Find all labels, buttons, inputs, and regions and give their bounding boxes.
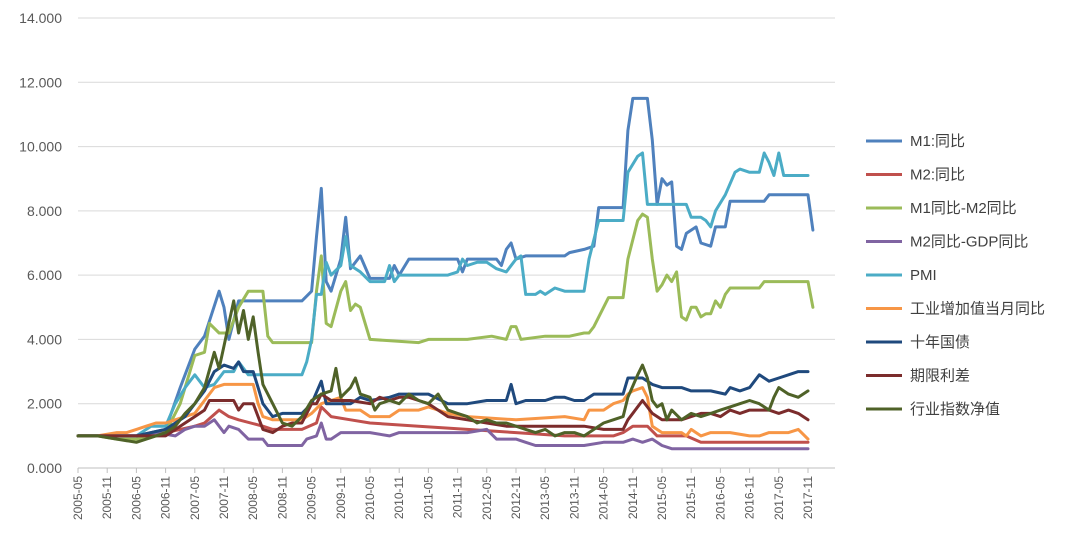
legend-label: 工业增加值当月同比 [910,301,1045,318]
x-tick-label: 2013-05 [538,476,552,520]
x-tick-label: 2015-05 [655,476,669,520]
x-tick-label: 2006-05 [129,476,143,520]
x-tick-label: 2014-05 [597,476,611,520]
legend-label: 十年国债 [910,334,970,351]
x-tick-label: 2016-11 [743,476,757,519]
series-lines [76,96,815,451]
legend-label: 行业指数净值 [910,401,1000,418]
x-tick-label: 2009-11 [334,476,348,519]
x-tick-label: 2008-05 [246,476,260,520]
x-tick-label: 2005-11 [100,476,114,519]
y-tick-label: 2.000 [27,396,62,412]
x-tick-label: 2016-05 [713,476,727,520]
series-line [76,96,815,438]
x-tick-label: 2007-11 [217,476,231,519]
series-line [76,360,810,438]
legend-label: M1同比-M2同比 [910,200,1017,217]
legend-label: M1:同比 [910,133,965,150]
series-line [76,151,810,438]
x-tick-label: 2005-05 [71,476,85,520]
legend-label: M2:同比 [910,167,965,184]
y-tick-labels: 0.000 2.000 4.000 6.000 8.000 10.000 12.000 14.… [19,10,62,476]
legend-label: 期限利差 [910,368,970,385]
x-tick-label: 2011-11 [451,476,465,519]
series-line [76,418,810,451]
x-tick-label: 2012-11 [509,476,523,519]
x-tick-label: 2010-05 [363,476,377,520]
y-tick-label: 0.000 [27,460,62,476]
x-tick-label: 2011-05 [421,476,435,519]
x-tick-label: 2014-11 [626,476,640,519]
series-line [76,299,810,444]
x-tick-label: 2008-11 [275,476,289,519]
legend: M1:同比 M2:同比 M1同比-M2同比 M2同比-GDP同比 PMI 工业增加值当月同… [866,133,1045,418]
y-tick-label: 6.000 [27,267,62,283]
legend-label: PMI [910,267,937,284]
y-tick-label: 14.000 [19,10,62,26]
y-tick-label: 12.000 [19,74,62,90]
gridlines [78,17,835,405]
y-tick-label: 8.000 [27,203,62,219]
y-tick-label: 10.000 [19,139,62,155]
x-tick-label: 2015-11 [684,476,698,519]
series-line [76,405,810,444]
x-tick-label: 2006-11 [159,476,173,519]
y-tick-label: 4.000 [27,331,62,347]
x-tick-label: 2012-05 [480,476,494,520]
x-tick-label: 2017-11 [801,476,815,519]
x-tick-label: 2009-05 [305,476,319,520]
x-tick-label: 2013-11 [567,476,581,519]
x-tick-label: 2007-05 [188,476,202,520]
series-line [76,382,810,441]
x-tick-label: 2010-11 [392,476,406,519]
series-line [76,212,815,441]
legend-label: M2同比-GDP同比 [910,234,1028,251]
x-tick-labels: 2005-05 2005-11 2006-05 2006-11 2007-05 2007-… [71,468,815,520]
x-tick-label: 2017-05 [772,476,786,520]
